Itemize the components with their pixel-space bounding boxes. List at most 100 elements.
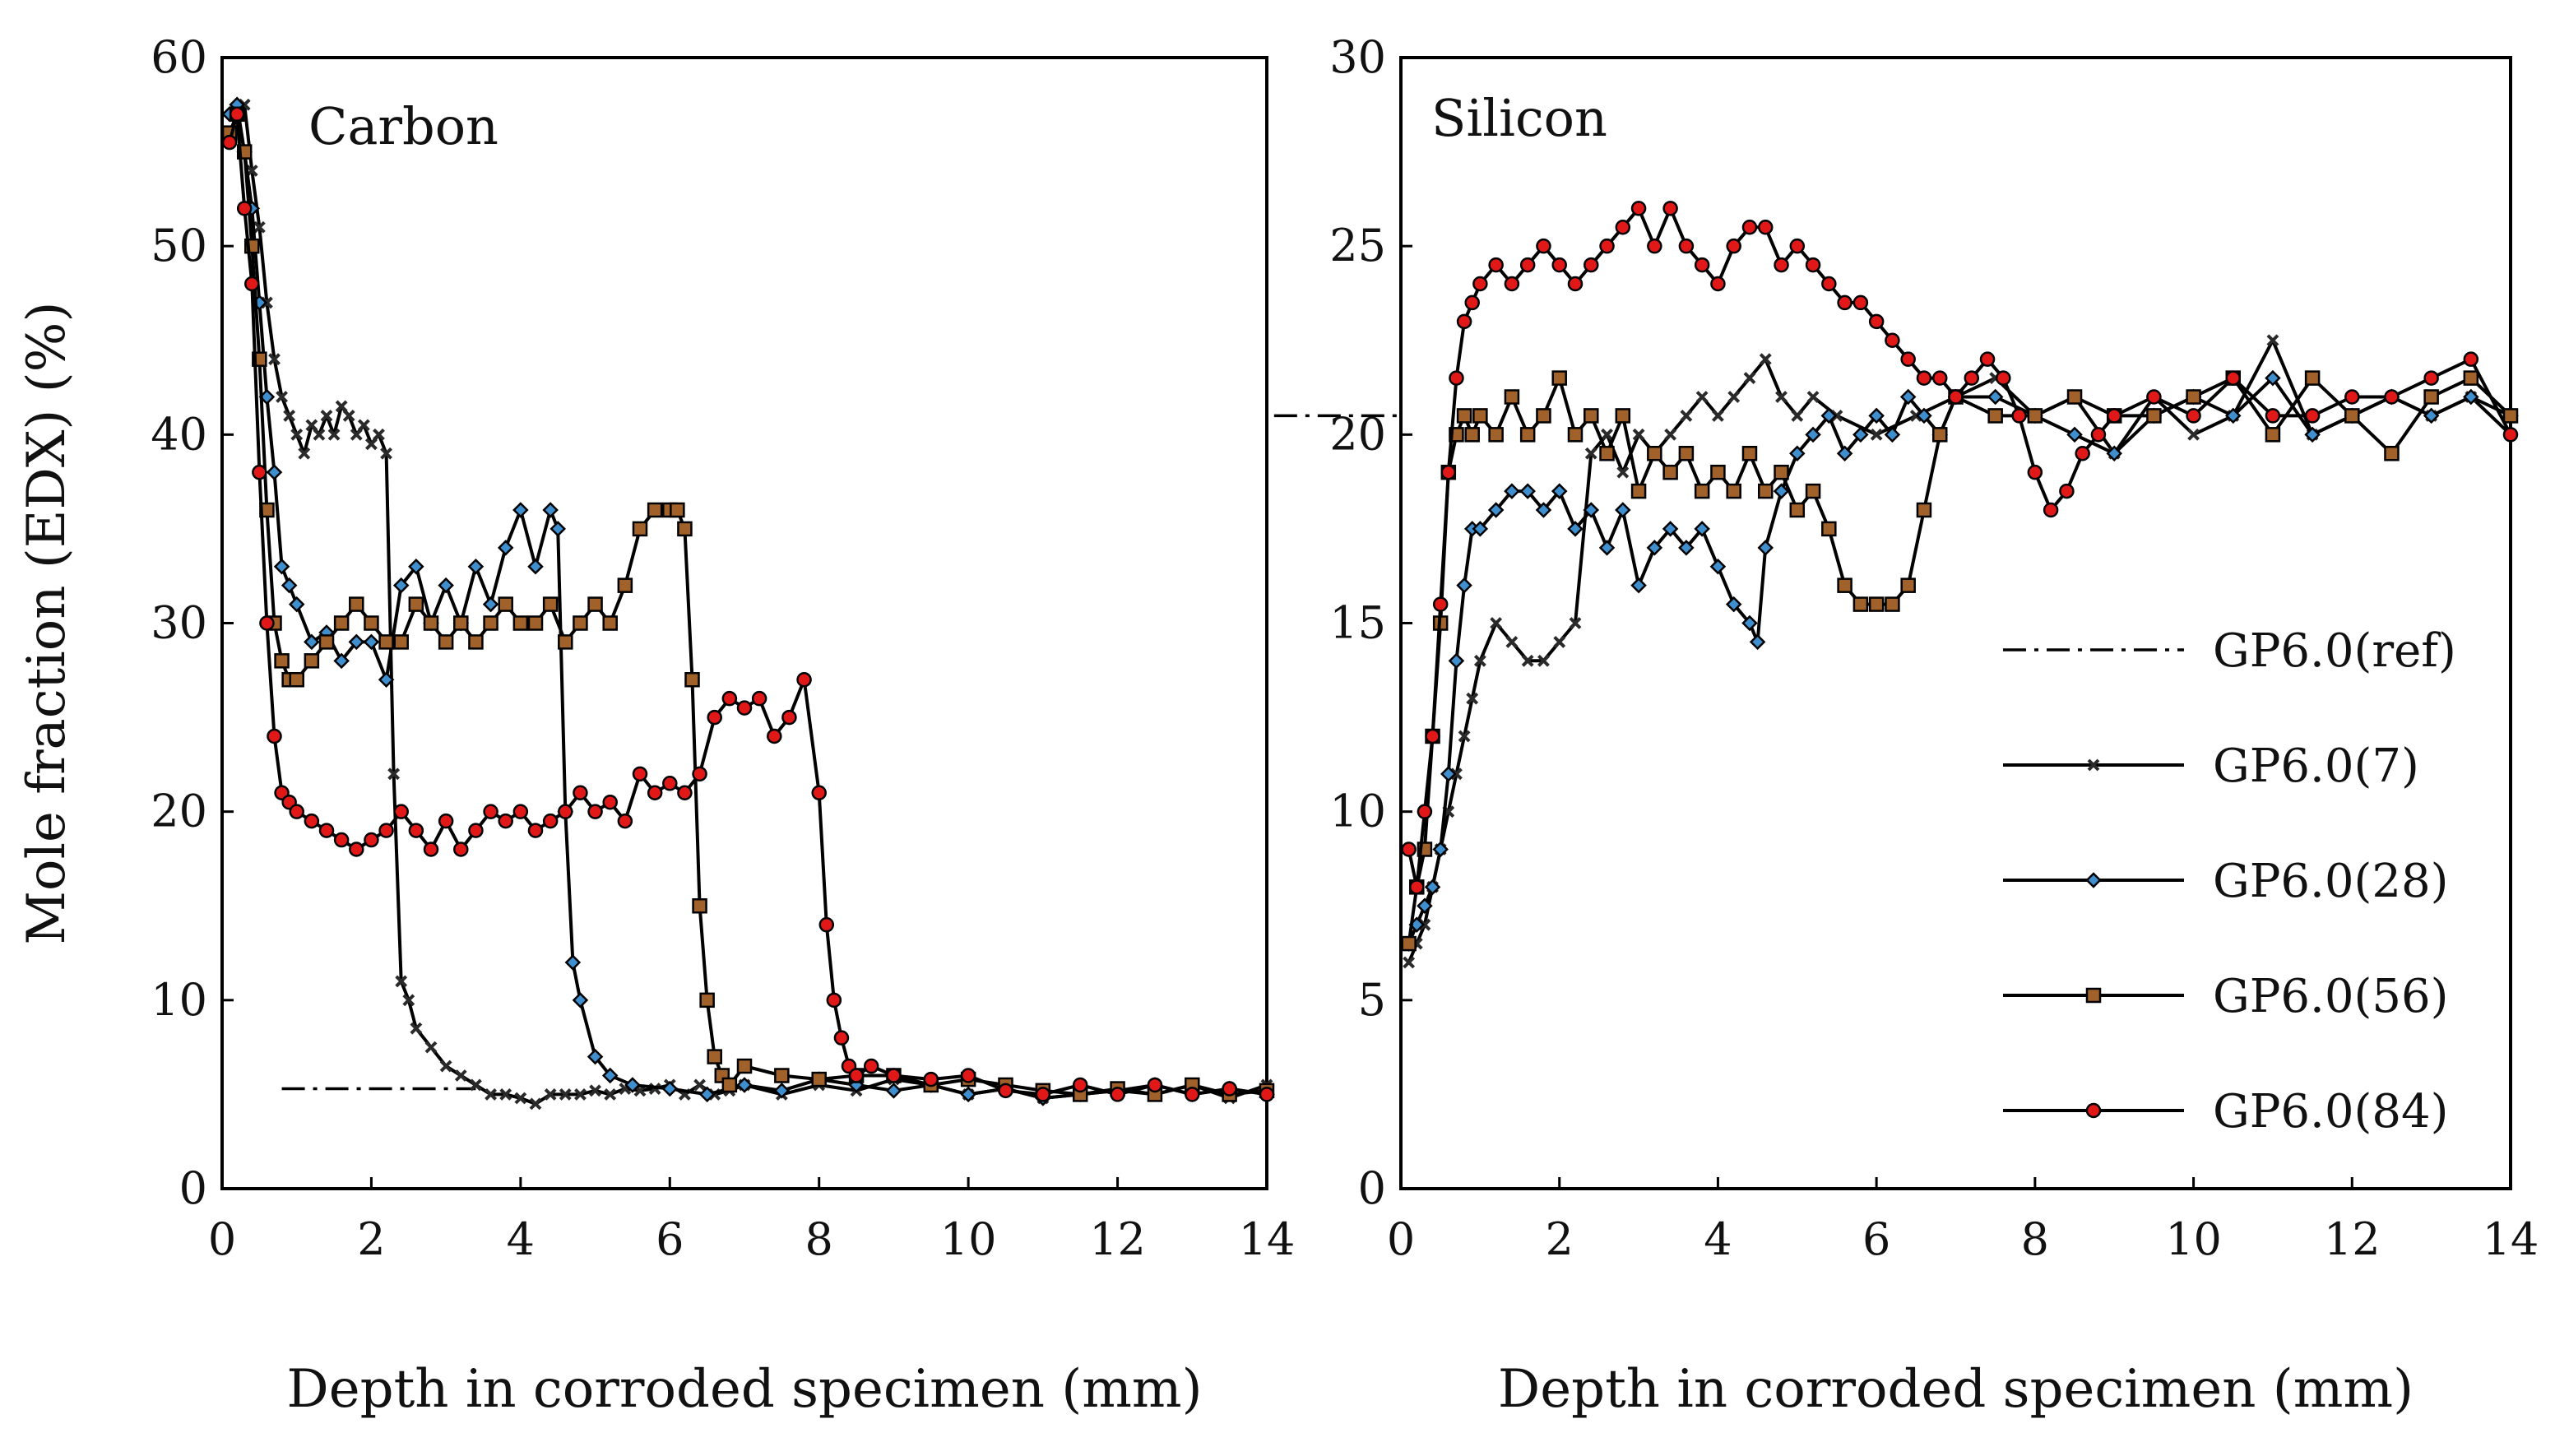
- marker-stroke: [470, 1078, 482, 1092]
- data-point-d84: [1425, 728, 1440, 744]
- marker-stroke: [1806, 391, 1820, 403]
- data-point-d84: [2075, 446, 2090, 461]
- data-point-d56: [1464, 427, 1480, 443]
- data-point-d7: [454, 1069, 467, 1082]
- data-point-d7: [1680, 410, 1693, 422]
- x-tick-label: 0: [208, 1213, 236, 1265]
- marker-stroke: [380, 447, 392, 460]
- data-point-d84: [960, 1068, 976, 1083]
- data-point-d84: [558, 804, 573, 819]
- data-point-d28: [549, 521, 566, 537]
- data-point-d84: [1837, 294, 1852, 311]
- data-point-d56: [707, 1049, 722, 1064]
- data-point-d7: [253, 220, 266, 234]
- data-point-d56: [542, 596, 559, 612]
- data-point-d28: [572, 992, 589, 1009]
- data-point-d56: [1757, 483, 1774, 499]
- data-point-d28: [1868, 407, 1885, 424]
- panel-title: Silicon: [1431, 88, 1607, 148]
- data-point-d28: [1567, 521, 1584, 537]
- data-point-d84: [692, 766, 707, 782]
- data-point-d7: [1632, 428, 1645, 441]
- y-tick-label: 10: [151, 974, 207, 1026]
- data-point-d28: [482, 596, 499, 613]
- data-point-d56: [721, 1077, 738, 1093]
- data-point-d28: [1598, 540, 1616, 556]
- data-point-d84: [483, 804, 498, 819]
- data-point-d28: [2423, 407, 2440, 424]
- x-tick-label: 8: [2021, 1213, 2049, 1265]
- data-point-d7: [1695, 391, 1709, 403]
- marker-stroke: [1490, 617, 1503, 629]
- data-point-d7: [604, 1088, 617, 1101]
- series-line-d28: [228, 103, 1268, 1100]
- data-point-d56: [1551, 370, 1567, 386]
- marker-stroke: [1791, 410, 1804, 422]
- data-point-d28: [1448, 652, 1465, 670]
- data-point-d28: [467, 558, 485, 575]
- data-point-d56: [453, 615, 469, 631]
- data-point-d84: [252, 464, 267, 480]
- marker-stroke: [1775, 391, 1788, 403]
- data-point-d84: [781, 709, 797, 726]
- data-point-d7: [499, 1088, 512, 1101]
- data-point-d28: [1987, 388, 2004, 406]
- data-point-d28: [1757, 540, 1774, 556]
- data-point-d84: [1916, 370, 1932, 386]
- data-point-d56: [289, 672, 304, 688]
- marker-stroke: [1466, 692, 1479, 705]
- data-point-d7: [485, 1088, 497, 1101]
- data-point-d56: [1789, 502, 1806, 518]
- data-point-d84: [2186, 408, 2201, 424]
- data-point-d56: [1837, 577, 1852, 593]
- data-point-d28: [1789, 445, 1806, 462]
- data-point-d28: [1899, 388, 1917, 406]
- data-point-d7: [365, 438, 378, 451]
- data-point-d84: [229, 106, 245, 122]
- legend-label: GP6.0(28): [2213, 855, 2448, 908]
- data-point-d84: [1567, 276, 1584, 292]
- data-point-d56: [349, 596, 364, 612]
- marker-stroke: [604, 1088, 617, 1101]
- data-point-d56: [423, 615, 439, 631]
- data-point-d84: [1259, 1087, 1275, 1102]
- data-point-d28: [1836, 445, 1853, 462]
- legend-item-d84: GP6.0(84): [2003, 1085, 2448, 1138]
- data-point-d28: [564, 954, 582, 971]
- data-point-d84: [1072, 1077, 1088, 1093]
- data-point-d84: [364, 832, 379, 848]
- series-d84: [221, 106, 1275, 1102]
- data-point-d84: [2463, 351, 2479, 367]
- marker-stroke: [1632, 428, 1645, 441]
- data-point-d84: [349, 842, 364, 857]
- data-point-d28: [333, 652, 350, 670]
- data-point-d84: [304, 813, 320, 829]
- data-point-d56: [318, 634, 335, 650]
- data-point-d7: [1521, 654, 1534, 667]
- data-point-d84: [1774, 257, 1789, 273]
- legend: GP6.0(ref) GP6.0(7) GP6.0(28) GP6.0(56) GP6.…: [2003, 624, 2456, 1138]
- data-point-d28: [408, 558, 424, 575]
- data-point-d84: [1662, 201, 1678, 216]
- data-point-d56: [2304, 370, 2321, 386]
- marker-stroke: [313, 428, 326, 441]
- data-point-d56: [692, 898, 707, 914]
- data-point-d84: [1456, 313, 1472, 330]
- data-point-d84: [2146, 389, 2162, 405]
- marker-stroke: [2087, 758, 2100, 772]
- data-point-d56: [378, 634, 394, 650]
- data-point-d56: [2344, 408, 2360, 424]
- data-point-d28: [1725, 596, 1742, 613]
- data-point-d7: [387, 767, 401, 781]
- data-point-d56: [811, 1071, 827, 1087]
- marker-stroke: [1553, 636, 1566, 648]
- data-point-d84: [1741, 220, 1758, 235]
- data-point-d56: [1584, 408, 1599, 424]
- data-point-d84: [1504, 276, 1520, 292]
- data-point-d84: [602, 794, 618, 810]
- x-axis-title: Depth in corroded specimen (mm): [286, 1359, 1202, 1420]
- data-point-d56: [274, 653, 290, 669]
- data-point-d7: [439, 1060, 452, 1073]
- legend-label: GP6.0(84): [2213, 1085, 2448, 1138]
